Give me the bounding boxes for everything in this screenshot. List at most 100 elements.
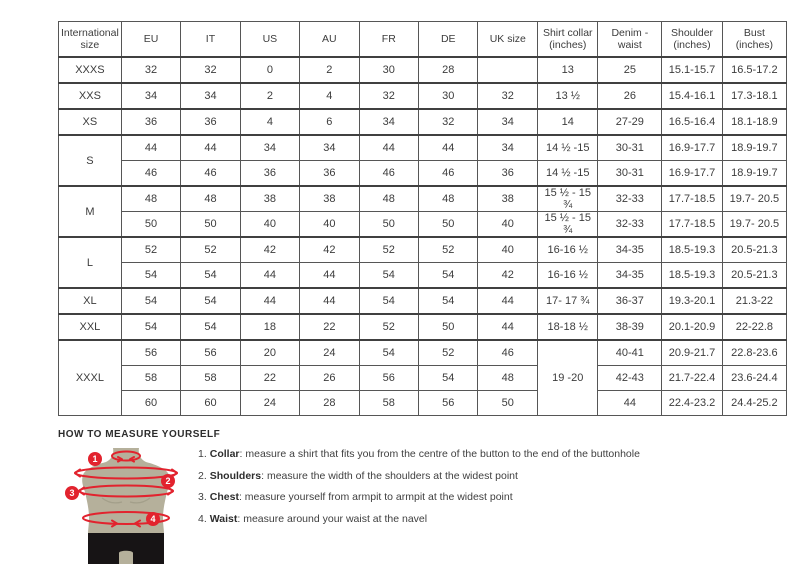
collar-measure-line [111,450,141,462]
table-cell: 38-39 [597,313,663,341]
table-cell: 30-31 [597,134,663,161]
table-cell: 30 [418,82,479,110]
table-cell: 30 [358,56,420,84]
table-cell: 17- 17 ¾ [537,287,599,315]
column-header: Shoulder (inches) [661,21,723,58]
column-header: Shirt collar (inches) [537,21,599,58]
size-chart-body: XXXS 32 32 0 2 30 28 13 25 15.1-15.7 16.5-17.2 XXS 3… [58,56,787,416]
table-cell: 32-33 [597,211,663,238]
table-row: L 52 52 42 42 52 52 40 16-16 ½ 34-35 18.5-19.3 20.5… [58,236,787,289]
table-row: XL 54 54 44 44 54 54 44 17- 17 ¾ 36-37 19.3-20.1 21… [58,287,787,315]
table-cell: 54 [358,339,420,366]
table-cell: 22 [299,313,360,341]
table-cell: 44 [120,134,182,161]
table-cell: 40 [477,211,539,238]
table-cell: 34-35 [597,262,663,289]
column-header: International size [58,21,122,58]
table-cell: 54 [180,287,241,315]
table-cell: 36 [120,108,182,136]
table-cell: 52 [418,339,479,366]
table-cell: 22-22.8 [721,313,787,341]
table-cell: 48 [418,185,479,212]
table-cell: 15.1-15.7 [661,56,723,84]
table-cell: 16-16 ½ [537,262,599,289]
collar-badge: 1 [88,452,102,466]
table-row: S 44 44 34 34 44 44 34 14 ½ -15 30-31 16.9-17.7 18.… [58,134,787,187]
chest-contour-right [129,497,151,504]
table-cell: 0 [239,56,301,84]
table-cell: 4 [299,82,360,110]
waist-arrows [111,519,141,528]
table-cell: 54 [180,262,241,289]
table-cell: 54 [120,262,182,289]
table-cell: 17.7-18.5 [661,185,723,212]
table-cell: 46 [418,160,479,187]
table-cell: 14 ½ -15 [537,134,599,161]
size-label-cell: XXXS [58,56,122,84]
table-cell: 32-33 [597,185,663,212]
table-cell: 48 [477,365,539,391]
size-label-cell: M [58,185,122,238]
table-cell: 36 [299,160,360,187]
table-cell: 46 [358,160,420,187]
table-cell: 21.3-22 [721,287,787,315]
table-cell: 36-37 [597,287,663,315]
svg-text:4: 4 [150,514,155,524]
table-cell: 16.5-17.2 [721,56,787,84]
table-cell: 28 [299,390,360,416]
table-cell: 34 [477,134,539,161]
table-row: 58 58 22 26 56 54 48 42-43 21.7-22.4 23.6-24.4 [59,365,787,391]
table-cell: 38 [239,185,301,212]
table-cell: 44 [477,313,539,341]
table-cell: 38 [477,185,539,212]
table-cell: 19.7- 20.5 [721,211,787,238]
table-row: XXL 54 54 18 22 52 50 44 18-18 ½ 38-39 20.1-20.9 22… [58,313,787,341]
table-cell: 19.3-20.1 [661,287,723,315]
table-cell: 2 [239,82,301,110]
table-cell: 18.1-18.9 [721,108,787,136]
table-cell: 48 [120,185,182,212]
waist-badge: 4 [146,512,160,526]
table-cell: 40 [477,236,539,263]
column-header: IT [180,21,241,58]
table-cell: 36 [180,108,241,136]
table-cell: 50 [180,211,241,238]
table-cell: 46 [180,160,241,187]
table-cell: 60 [120,390,182,416]
table-cell: 17.3-18.1 [721,82,787,110]
table-cell: 2 [299,56,360,84]
table-cell: 44 [358,134,420,161]
table-cell: 28 [418,56,479,84]
table-cell: 15 ½ - 15 ¾ [537,211,599,238]
table-cell: 16.5-16.4 [661,108,723,136]
table-cell: 50 [418,211,479,238]
table-cell: 44 [180,134,241,161]
table-cell: 58 [358,390,420,416]
table-cell: 44 [597,390,663,416]
table-cell: 18.5-19.3 [661,262,723,289]
table-cell: 22 [239,365,301,391]
table-cell: 13 [537,56,599,84]
table-row: 46 46 36 36 46 46 36 14 ½ -15 30-31 16.9-17.7 18.9… [59,160,787,187]
column-header: Bust (inches) [721,21,787,58]
table-cell: 34 [120,82,182,110]
column-header: UK size [477,21,539,58]
table-cell: 15.4-16.1 [661,82,723,110]
table-cell: 54 [120,287,182,315]
table-cell: 16.9-17.7 [661,134,723,161]
measure-step: 4. Waist: measure around your waist at th… [198,512,428,525]
svg-text:1: 1 [92,454,97,464]
collar-arrows [117,456,135,463]
table-cell: 16-16 ½ [537,236,599,263]
table-cell: 40-41 [597,339,663,366]
column-header: EU [120,21,182,58]
table-cell: 18 [239,313,301,341]
how-to-measure-title: HOW TO MEASURE YOURSELF [58,429,221,440]
table-row: 50 50 40 40 50 50 40 15 ½ - 15 ¾ 32-33 17.7-18.5 1… [59,211,787,238]
table-cell: 60 [180,390,241,416]
table-cell: 34 [180,82,241,110]
table-cell: 46 [120,160,182,187]
table-cell: 54 [120,313,182,341]
chest-contour-left [101,497,123,504]
